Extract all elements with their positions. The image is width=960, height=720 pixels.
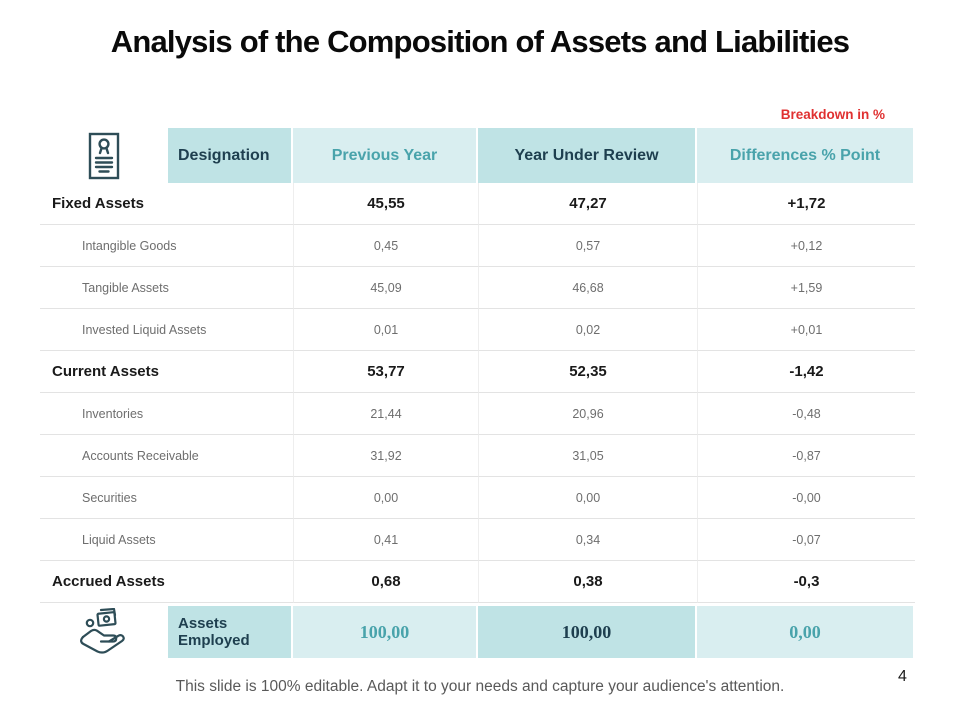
table-row: Intangible Goods 0,45 0,57 +0,12 <box>40 225 915 267</box>
row-previous-year-value: 45,09 <box>293 267 478 309</box>
table-row: Securities 0,00 0,00 -0,00 <box>40 477 915 519</box>
row-difference-value: +1,72 <box>697 183 915 225</box>
page-title: Analysis of the Composition of Assets an… <box>110 24 850 59</box>
breakdown-label: Breakdown in % <box>780 107 885 122</box>
row-label: Accounts Receivable <box>40 435 293 477</box>
table-row: Fixed Assets 45,55 47,27 +1,72 <box>40 183 915 225</box>
column-header-year-under-review: Year Under Review <box>478 128 697 183</box>
total-row-label: Assets Employed <box>168 606 293 658</box>
row-previous-year-value: 21,44 <box>293 393 478 435</box>
column-header-previous-year: Previous Year <box>293 128 478 183</box>
row-year-under-review-value: 52,35 <box>478 351 697 393</box>
row-difference-value: -0,00 <box>697 477 915 519</box>
row-label: Tangible Assets <box>40 267 293 309</box>
row-difference-value: +0,01 <box>697 309 915 351</box>
row-label: Invested Liquid Assets <box>40 309 293 351</box>
row-year-under-review-value: 0,57 <box>478 225 697 267</box>
editable-note: This slide is 100% editable. Adapt it to… <box>175 678 785 695</box>
table-total-row: Assets Employed 100,00 100,00 0,00 <box>40 606 915 658</box>
row-difference-value: +1,59 <box>697 267 915 309</box>
row-year-under-review-value: 0,02 <box>478 309 697 351</box>
row-label: Accrued Assets <box>40 561 293 603</box>
row-label: Current Assets <box>40 351 293 393</box>
row-difference-value: +0,12 <box>697 225 915 267</box>
row-difference-value: -1,42 <box>697 351 915 393</box>
row-label: Inventories <box>40 393 293 435</box>
row-previous-year-value: 0,00 <box>293 477 478 519</box>
table-row: Accrued Assets 0,68 0,38 -0,3 <box>40 561 915 603</box>
table-header-row: Designation Previous Year Year Under Rev… <box>40 128 915 183</box>
row-year-under-review-value: 0,38 <box>478 561 697 603</box>
total-difference-value: 0,00 <box>697 606 915 658</box>
row-previous-year-value: 0,01 <box>293 309 478 351</box>
row-year-under-review-value: 31,05 <box>478 435 697 477</box>
column-header-designation: Designation <box>168 128 293 183</box>
row-label: Intangible Goods <box>40 225 293 267</box>
row-difference-value: -0,3 <box>697 561 915 603</box>
row-previous-year-value: 31,92 <box>293 435 478 477</box>
table-row: Tangible Assets 45,09 46,68 +1,59 <box>40 267 915 309</box>
total-previous-year-value: 100,00 <box>293 606 478 658</box>
row-previous-year-value: 53,77 <box>293 351 478 393</box>
row-previous-year-value: 0,41 <box>293 519 478 561</box>
page-number: 4 <box>898 668 907 685</box>
row-previous-year-value: 0,68 <box>293 561 478 603</box>
row-previous-year-value: 0,45 <box>293 225 478 267</box>
table-row: Invested Liquid Assets 0,01 0,02 +0,01 <box>40 309 915 351</box>
row-year-under-review-value: 20,96 <box>478 393 697 435</box>
table-row: Accounts Receivable 31,92 31,05 -0,87 <box>40 435 915 477</box>
row-label: Securities <box>40 477 293 519</box>
row-label: Fixed Assets <box>40 183 293 225</box>
total-year-under-review-value: 100,00 <box>478 606 697 658</box>
assets-liabilities-table: Designation Previous Year Year Under Rev… <box>40 128 915 658</box>
row-year-under-review-value: 0,00 <box>478 477 697 519</box>
row-year-under-review-value: 47,27 <box>478 183 697 225</box>
column-header-differences: Differences % Point <box>697 128 915 183</box>
table-body: Fixed Assets 45,55 47,27 +1,72 Intangibl… <box>40 183 915 603</box>
table-row: Liquid Assets 0,41 0,34 -0,07 <box>40 519 915 561</box>
table-row: Inventories 21,44 20,96 -0,48 <box>40 393 915 435</box>
row-difference-value: -0,48 <box>697 393 915 435</box>
certificate-document-icon <box>40 128 168 183</box>
row-year-under-review-value: 0,34 <box>478 519 697 561</box>
row-difference-value: -0,87 <box>697 435 915 477</box>
row-previous-year-value: 45,55 <box>293 183 478 225</box>
table-row: Current Assets 53,77 52,35 -1,42 <box>40 351 915 393</box>
row-label: Liquid Assets <box>40 519 293 561</box>
hand-holding-money-icon <box>40 606 168 658</box>
row-year-under-review-value: 46,68 <box>478 267 697 309</box>
row-difference-value: -0,07 <box>697 519 915 561</box>
